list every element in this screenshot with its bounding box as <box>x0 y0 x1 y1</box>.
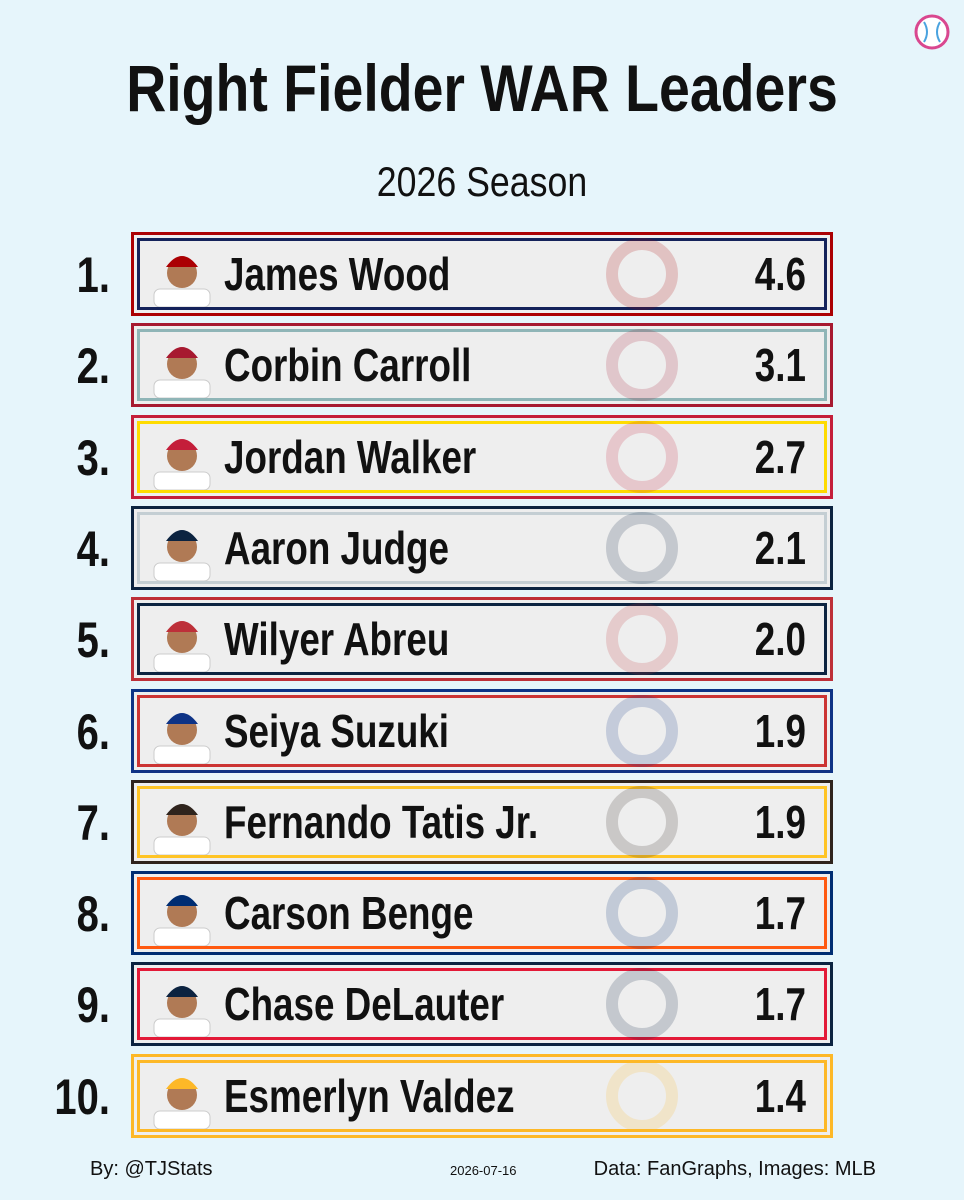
player-name: Fernando Tatis Jr. <box>224 795 539 848</box>
team-logo <box>602 511 682 590</box>
war-value: 1.7 <box>754 887 806 940</box>
player-name: James Wood <box>224 248 451 300</box>
row-border <box>137 1059 827 1132</box>
subtitle: 2026 Season <box>376 158 588 205</box>
player-row: Carson Benge 1.7 <box>131 871 833 956</box>
war-value: 1.9 <box>754 704 806 757</box>
player-name: Chase DeLauter <box>224 978 505 1031</box>
player-headshot <box>152 698 212 769</box>
brand-logo <box>914 14 950 50</box>
source: Data: FanGraphs, Images: MLB <box>593 1158 876 1180</box>
credit: By: @TJStats <box>90 1158 213 1180</box>
player-name: Jordan Walker <box>224 430 477 483</box>
player-headshot <box>152 880 212 951</box>
war-value: 1.9 <box>754 795 806 848</box>
war-value: 1.4 <box>754 1069 806 1122</box>
war-value: 2.1 <box>754 521 806 574</box>
player-headshot <box>152 515 212 586</box>
player-row: Fernando Tatis Jr. 1.9 <box>131 779 833 864</box>
player-row: Seiya Suzuki 1.9 <box>131 688 833 773</box>
war-value: 3.1 <box>754 339 806 392</box>
rank: 6. <box>76 703 110 760</box>
row-border <box>137 877 827 950</box>
date: 2026-07-16 <box>450 1163 517 1178</box>
player-name: Corbin Carroll <box>224 339 472 392</box>
rank: 3. <box>76 429 110 486</box>
row-border <box>137 420 827 493</box>
row-border <box>137 511 827 584</box>
player-headshot <box>152 971 212 1042</box>
row-border <box>137 603 827 676</box>
row-border <box>137 694 827 767</box>
rank: 8. <box>76 886 110 943</box>
team-logo <box>602 602 682 681</box>
war-value: 4.6 <box>754 248 806 300</box>
rank: 1. <box>76 247 110 303</box>
player-name: Carson Benge <box>224 887 474 940</box>
player-headshot <box>152 789 212 860</box>
team-logo <box>602 420 682 499</box>
player-row: Wilyer Abreu 2.0 <box>131 597 833 682</box>
rank: 4. <box>76 520 110 577</box>
title: Right Fielder WAR Leaders <box>126 51 838 125</box>
player-headshot <box>152 1063 212 1134</box>
team-logo <box>602 876 682 955</box>
player-name: Wilyer Abreu <box>224 613 450 666</box>
team-logo <box>602 967 682 1046</box>
player-headshot <box>152 332 212 403</box>
player-row: Esmerlyn Valdez 1.4 <box>131 1053 833 1138</box>
rank: 10. <box>54 1068 110 1125</box>
rank: 9. <box>76 977 110 1034</box>
player-name: Seiya Suzuki <box>224 704 449 757</box>
player-name: Aaron Judge <box>224 521 449 574</box>
team-logo <box>602 785 682 864</box>
player-row: Jordan Walker 2.7 <box>131 414 833 499</box>
team-logo <box>602 237 682 316</box>
war-value: 2.7 <box>754 430 806 483</box>
team-logo <box>602 1059 682 1138</box>
player-row: Aaron Judge 2.1 <box>131 505 833 590</box>
row-border <box>137 785 827 858</box>
rank: 2. <box>76 338 110 395</box>
row-border <box>137 238 827 310</box>
player-headshot <box>152 424 212 495</box>
player-name: Esmerlyn Valdez <box>224 1069 515 1122</box>
player-row: Corbin Carroll 3.1 <box>131 323 833 408</box>
rank: 5. <box>76 612 110 669</box>
war-value: 1.7 <box>754 978 806 1031</box>
player-headshot <box>152 241 212 312</box>
player-row: Chase DeLauter 1.7 <box>131 962 833 1047</box>
row-border <box>137 968 827 1041</box>
team-logo <box>602 328 682 407</box>
rank: 7. <box>76 794 110 851</box>
war-value: 2.0 <box>754 613 806 666</box>
player-headshot <box>152 606 212 677</box>
row-border <box>137 329 827 402</box>
team-logo <box>602 694 682 773</box>
player-row: James Wood 4.6 <box>131 232 833 316</box>
